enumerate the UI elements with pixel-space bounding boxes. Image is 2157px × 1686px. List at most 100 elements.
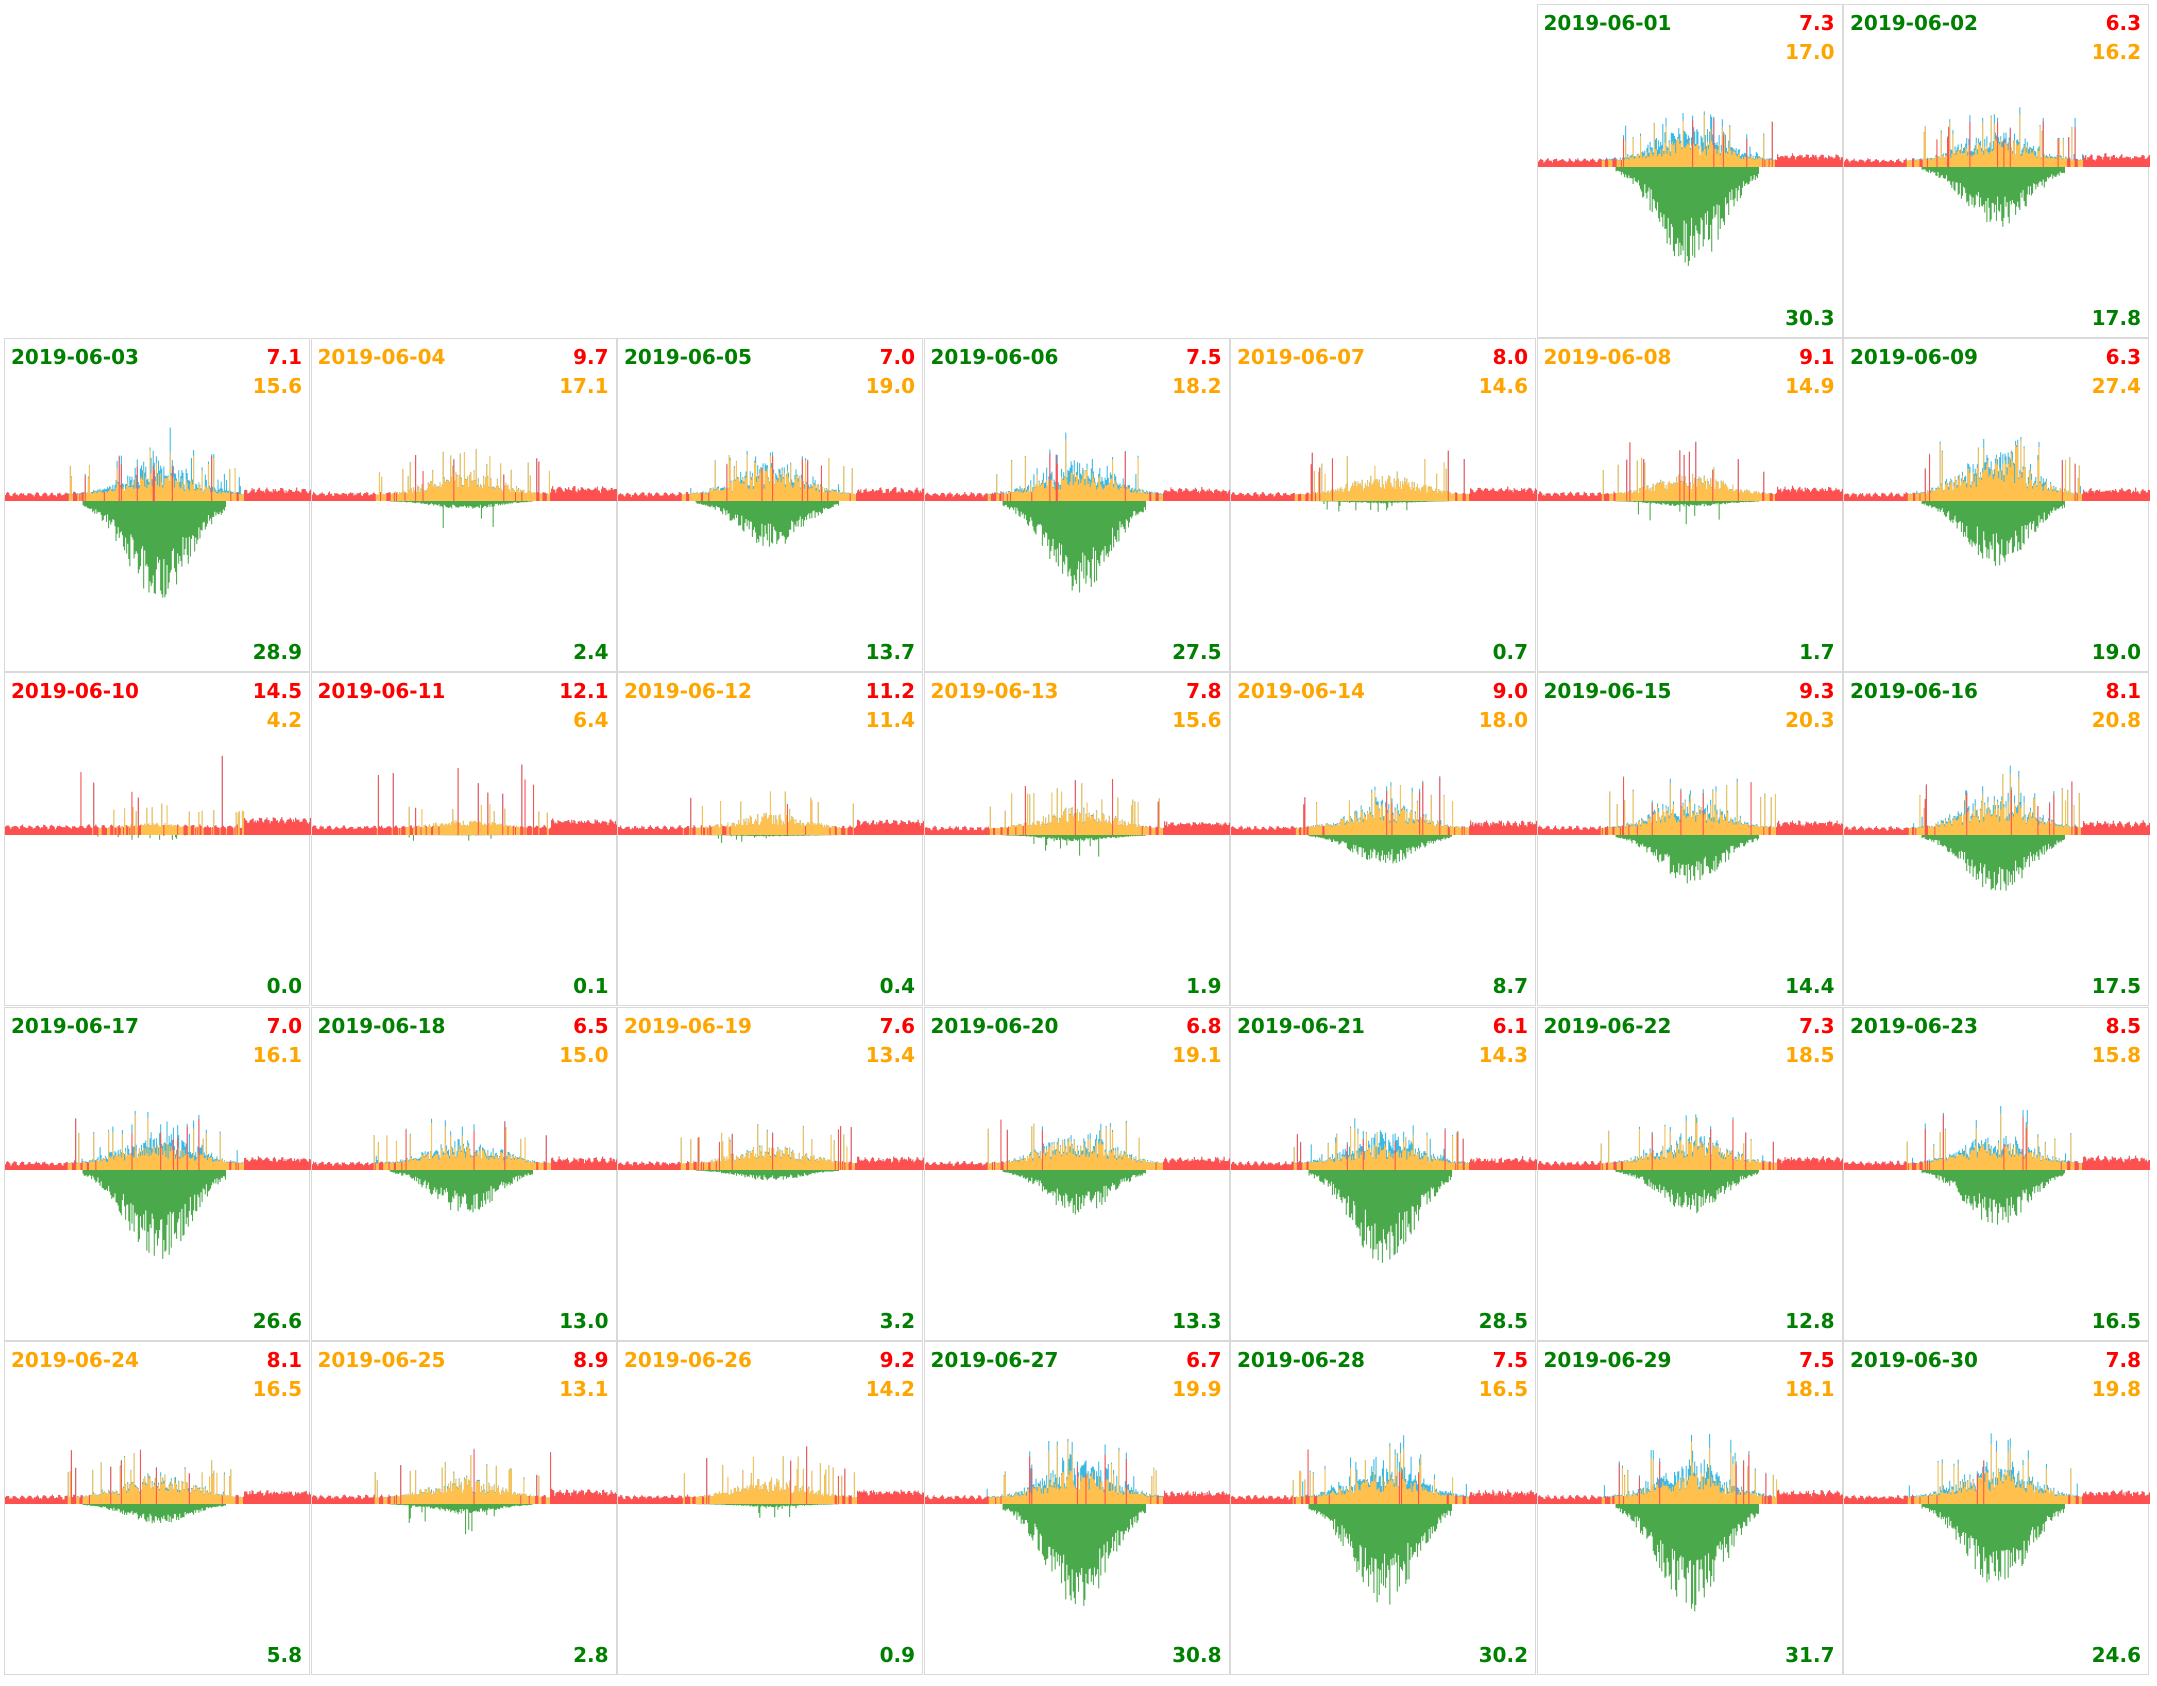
day-date-label: 2019-06-28 [1237,1347,1365,1372]
consumption-value: 19.1 [1172,1042,1222,1067]
day-area-plot [1537,776,1844,884]
self-consumption-area [5,1113,311,1170]
day-area-plot [311,1118,618,1213]
grid-import-value: 9.1 [1799,345,1835,370]
production-area [1844,1169,2150,1225]
production-area [1537,167,1844,266]
production-value: 30.3 [1785,306,1835,330]
consumption-value: 17.1 [559,374,609,399]
grid-import-area [5,756,311,836]
self-consumption-area [1231,456,1537,502]
self-consumption-area [311,1455,618,1504]
self-consumption-area [1537,1441,1844,1504]
grid-import-value: 11.2 [865,679,915,704]
consumption-value: 15.6 [252,374,302,399]
production-area [5,1169,311,1259]
grid-import-value: 7.1 [266,345,302,370]
production-value: 17.5 [2091,974,2141,999]
day-area-plot [1231,1435,1537,1605]
production-area [924,1169,1231,1215]
grid-import-area [924,779,1231,836]
grid-import-value: 8.0 [1492,345,1528,370]
day-area-plot [311,1448,618,1534]
self-consumption-area [1537,1116,1844,1170]
consumption-value: 18.1 [1785,1376,1835,1401]
grid-import-value: 6.7 [1186,1347,1222,1372]
self-consumption-area [311,449,618,502]
grid-import-area [311,455,618,502]
production-area [924,835,1231,858]
day-area-plot [618,1446,924,1518]
consumption-value: 16.5 [1478,1376,1528,1401]
grid-import-value: 7.6 [879,1013,915,1038]
day-cell: 2019-06-01 7.3 17.0 30.3 [1536,4,1844,338]
consumption-value: 18.0 [1478,708,1528,733]
day-area-plot [1844,765,2150,892]
day-cell: 2019-06-08 9.1 14.9 1.7 [1536,338,1844,673]
consumption-value: 15.6 [1172,708,1222,733]
production-value: 30.2 [1478,1642,1528,1667]
day-date-label: 2019-06-15 [1543,679,1672,704]
day-cell: 2019-06-30 7.8 19.8 24.6 [1843,1340,2150,1675]
day-cell: 2019-06-18 6.5 15.0 13.0 [310,1006,618,1341]
grid-import-value: 8.9 [573,1347,609,1372]
day-cell: 2019-06-25 8.9 13.1 2.8 [310,1340,618,1675]
day-date-label: 2019-06-14 [1237,679,1365,704]
self-consumption-area [924,1441,1231,1504]
day-area-plot [924,432,1231,593]
production-value: 31.7 [1785,1642,1835,1667]
production-value: 28.9 [252,640,302,665]
grid-import-value: 7.5 [1799,1347,1835,1372]
production-value: 0.1 [573,974,609,999]
production-value: 1.9 [1186,974,1222,999]
day-area-plot [924,779,1231,858]
production-area [1231,1169,1537,1263]
production-value: 17.8 [2091,306,2141,330]
day-area-plot [5,1449,311,1524]
grid-import-area [1537,118,1844,167]
grid-import-value: 8.1 [2105,679,2141,704]
grid-import-area [618,456,924,502]
day-date-label: 2019-06-12 [624,679,752,704]
day-cell: 2019-06-23 8.5 15.8 16.5 [1843,1006,2150,1341]
consumption-value: 4.2 [266,708,302,733]
production-value: 13.3 [1172,1308,1222,1333]
self-consumption-area [1537,781,1844,836]
grid-import-value: 6.1 [1492,1013,1528,1038]
day-cell: 2019-06-13 7.8 15.6 1.9 [923,672,1231,1007]
day-cell: 2019-06-16 8.1 20.8 17.5 [1843,672,2150,1007]
production-value: 12.8 [1785,1308,1835,1333]
production-area [1231,501,1537,512]
grid-import-area [1537,1454,1844,1504]
export-area [1537,111,1844,167]
self-consumption-area [1844,1112,2150,1170]
day-date-label: 2019-06-17 [11,1013,139,1038]
day-cell: 2019-06-11 12.1 6.4 0.1 [310,672,618,1007]
day-date-label: 2019-06-16 [1850,679,1978,704]
day-date-label: 2019-06-10 [11,679,139,704]
day-area-plot [1537,441,1844,525]
production-value: 28.5 [1478,1308,1528,1333]
grid-import-area [924,1454,1231,1504]
production-value: 0.7 [1492,640,1528,665]
self-consumption-area [311,1122,618,1170]
day-date-label: 2019-06-26 [624,1347,752,1372]
day-area-plot [618,1123,924,1180]
self-consumption-area [1231,1127,1537,1170]
day-area-plot [1231,450,1537,512]
grid-import-value: 7.5 [1492,1347,1528,1372]
self-consumption-area [5,1452,311,1504]
grid-import-area [311,1121,618,1170]
production-area [5,1503,311,1524]
day-area-plot [1537,1113,1844,1213]
production-area [1844,501,2150,567]
day-date-label: 2019-06-13 [930,679,1059,704]
self-consumption-area [618,1456,924,1504]
self-consumption-area [311,804,618,836]
calendar-chart-grid: 2019-06-01 7.3 17.0 30.3 2019-06-02 6.3 16.2 17… [4,4,2155,1684]
grid-import-value: 6.5 [573,1013,609,1038]
grid-import-area [5,1450,311,1504]
production-value: 3.2 [879,1308,915,1333]
self-consumption-area [924,440,1231,502]
grid-import-area [618,1446,924,1504]
